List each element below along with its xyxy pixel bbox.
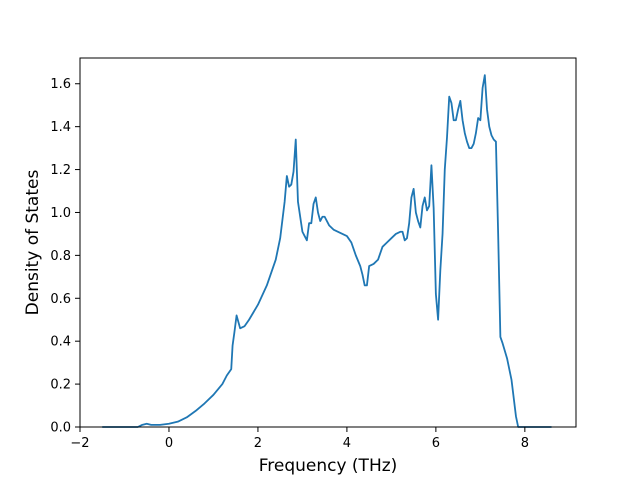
y-tick-label: 0.8: [50, 249, 71, 264]
y-axis-label: Density of States: [23, 170, 43, 316]
x-tick-label: 2: [254, 436, 262, 451]
y-axis-ticks: 0.0 0.2 0.4 0.6 0.8 1.0 1.2 1.4 1.6: [50, 77, 80, 436]
axes-frame: [79, 57, 577, 428]
y-tick-label: 0.2: [50, 378, 71, 393]
y-tick-label: 0.0: [50, 421, 71, 436]
plot-area: [79, 57, 577, 428]
y-tick-label: 1.6: [50, 77, 71, 92]
y-tick-label: 0.4: [50, 335, 71, 350]
x-tick-label: 4: [343, 436, 351, 451]
dos-series-line-0: [102, 74, 552, 428]
y-tick-label: 1.2: [50, 163, 71, 178]
x-tick-label: 8: [521, 436, 529, 451]
x-tick-label: 0: [165, 436, 173, 451]
x-axis-ticks: −2 0 2 4 6 8: [70, 427, 529, 451]
x-tick-label: 6: [432, 436, 440, 451]
x-tick-label: −2: [70, 436, 89, 451]
y-tick-label: 1.0: [50, 206, 71, 221]
y-tick-label: 0.6: [50, 292, 71, 307]
x-axis-label: Frequency (THz): [259, 456, 398, 476]
y-tick-label: 1.4: [50, 120, 71, 135]
